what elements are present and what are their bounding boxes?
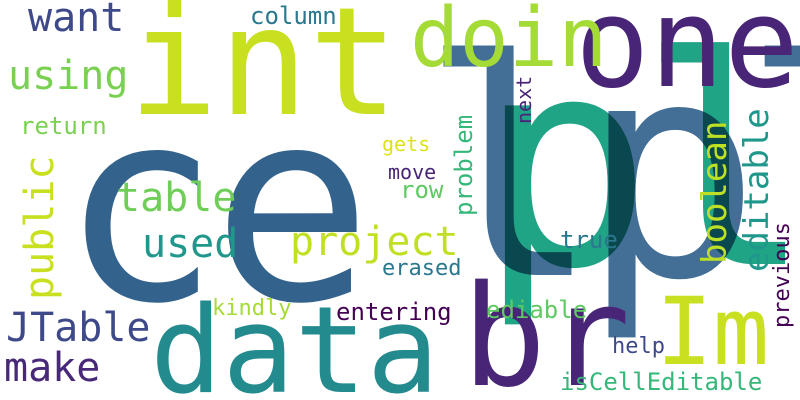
word-pl-teal: pl	[478, 0, 800, 333]
word-row: row	[400, 176, 444, 204]
word-true: true	[560, 226, 618, 254]
word-br: br	[462, 256, 631, 400]
word-editable: editable	[737, 108, 777, 272]
word-want: want	[28, 0, 125, 41]
word-using: using	[8, 53, 129, 99]
word-ce: ce	[60, 52, 372, 362]
word-column: column	[250, 2, 337, 30]
word-kindly: kindly	[212, 296, 292, 321]
word-jtable: JTable	[6, 305, 151, 351]
word-used: used	[142, 221, 239, 267]
word-iscelleditable: isCellEditable	[560, 368, 763, 396]
word-lpl-blue: lpl	[420, 0, 800, 346]
word-next: next	[512, 75, 536, 124]
word-boolean: boolean	[695, 120, 735, 264]
word-make: make	[4, 345, 101, 391]
word-data: data	[150, 282, 439, 400]
word-move: move	[388, 160, 437, 184]
word-int: int	[128, 0, 399, 150]
word-problem: problem	[450, 114, 478, 216]
word-ediable: ediable	[486, 296, 588, 324]
word-erased: erased	[382, 256, 462, 281]
word-table: table	[116, 175, 237, 221]
word-one: one	[575, 0, 799, 116]
word-gets: gets	[382, 132, 431, 156]
word-help: help	[612, 334, 665, 359]
word-public: public	[17, 155, 63, 301]
word-previous: previous	[770, 222, 795, 328]
word-return: return	[20, 112, 107, 140]
word-im: Im	[656, 278, 770, 387]
word-doin: doin	[410, 0, 608, 86]
word-entering: entering	[336, 298, 452, 326]
word-project: project	[290, 219, 459, 265]
